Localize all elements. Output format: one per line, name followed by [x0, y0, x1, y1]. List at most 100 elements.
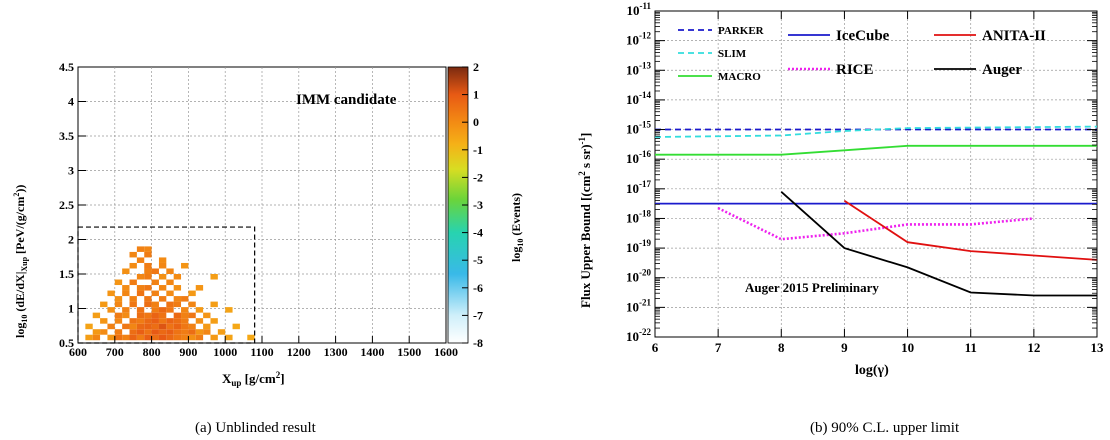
heatmap-x-axis-label: Xup [g/cm2] [222, 370, 285, 388]
heatmap-y-axis-label: log10 (dE/dX|Xup [PeV/(g/cm2)) [12, 185, 29, 338]
heatmap-cell [114, 296, 123, 302]
heatmap-cell [151, 307, 159, 313]
heatmap-cell [203, 329, 211, 335]
heatmap-cell [122, 334, 130, 341]
heatmap-cell [122, 285, 130, 291]
colorbar-tick-label: -5 [473, 253, 483, 267]
heatmap-x-tick-label: 1400 [360, 345, 384, 359]
heatmap-cell [195, 285, 204, 291]
heatmap-cell [158, 274, 167, 280]
heatmap-cell [158, 307, 167, 313]
heatmap-cell [181, 312, 189, 319]
flux-axis-ticks: 6 7 8 9 10 11 12 13 10-22 10-21 10-20 10-19 10-18 10-… [626, 1, 1104, 355]
heatmap-x-tick-label: 700 [106, 345, 124, 359]
heatmap-cell [129, 318, 137, 324]
heatmap-cell [129, 262, 137, 269]
series-line-slim [654, 125, 1098, 138]
heatmap-panel: 600 700 800 900 1000 1100 1200 1300 1400 1500 1600… [12, 60, 525, 436]
flux-x-tick-label: 11 [965, 340, 977, 355]
heatmap-cell [92, 334, 101, 341]
heatmap-cell [122, 307, 130, 313]
heatmap-cell [144, 312, 152, 319]
flux-y-tick-label: 10-12 [626, 31, 651, 48]
series-line-anita-ii [843, 199, 1098, 261]
heatmap-cell [158, 296, 167, 302]
colorbar-tick-label: -2 [473, 170, 483, 184]
colorbar-tick-label: 1 [473, 88, 479, 102]
heatmap-cell [107, 334, 115, 341]
heatmap-cell [114, 279, 123, 286]
heatmap-cell [181, 323, 189, 330]
legend-label-rice: RICE [836, 62, 874, 78]
flux-x-tick-label: 7 [715, 340, 722, 355]
colorbar-tick-label: -7 [473, 308, 483, 322]
heatmap-cell [247, 334, 255, 341]
flux-y-axis-label: Flux Upper Bound [(cm2 s sr)-1] [577, 133, 593, 308]
heatmap-cell [144, 251, 152, 258]
heatmap-cell [122, 268, 130, 274]
heatmap-cell [100, 329, 108, 335]
heatmap-cell [166, 318, 174, 324]
heatmap-x-tick-label: 1300 [324, 345, 348, 359]
legend-label-slim: SLIM [718, 48, 747, 60]
series-line-macro [655, 144, 1097, 156]
flux-y-tick-label: 10-14 [626, 90, 651, 107]
heatmap-cell [107, 290, 115, 297]
flux-y-tick-label: 10-16 [626, 149, 651, 166]
heatmap-cell [129, 323, 137, 330]
heatmap-cell [144, 329, 152, 335]
heatmap-cell [166, 290, 174, 297]
left-caption: (a) Unblinded result [195, 420, 317, 436]
flux-y-tick-label: 10-20 [626, 268, 651, 285]
flux-y-tick-label: 10-11 [626, 1, 651, 18]
heatmap-cell [210, 274, 218, 280]
heatmap-cell [144, 301, 152, 308]
heatmap-y-tick-label: 3.5 [59, 129, 74, 143]
series-line-rice [717, 206, 1035, 241]
flux-limit-panel: 6 7 8 9 10 11 12 13 10-22 10-21 10-20 10-19 10-18 10-… [577, 1, 1104, 436]
heatmap-x-tick-label: 800 [143, 345, 161, 359]
heatmap-axis-ticks: 600 700 800 900 1000 1100 1200 1300 1400 1500 1600… [59, 60, 458, 359]
heatmap-cell [144, 268, 152, 274]
colorbar-tick-label: 2 [473, 60, 479, 74]
heatmap-x-tick-label: 1000 [213, 345, 237, 359]
colorbar-tick-label: 0 [473, 115, 479, 129]
heatmap-y-tick-label: 0.5 [59, 336, 74, 350]
heatmap-cells [85, 246, 255, 341]
heatmap-cell [158, 329, 167, 335]
heatmap-cell [166, 301, 174, 308]
heatmap-x-tick-label: 1500 [397, 345, 421, 359]
heatmap-cell [166, 268, 174, 274]
heatmap-x-tick-label: 1200 [287, 345, 311, 359]
heatmap-cell [136, 257, 145, 263]
heatmap-cell [166, 334, 174, 341]
heatmap-cell [158, 334, 167, 341]
colorbar-tick-label: -4 [473, 226, 483, 240]
heatmap-cell [173, 296, 182, 302]
heatmap-cell [136, 274, 145, 280]
legend-label-anita-ii: ANITA-II [982, 28, 1046, 44]
heatmap-cell [158, 262, 167, 269]
heatmap-cell [85, 323, 93, 330]
colorbar-tick-label: -6 [473, 281, 483, 295]
heatmap-cell [122, 312, 130, 319]
heatmap-cell [144, 274, 152, 280]
flux-x-tick-label: 8 [778, 340, 785, 355]
flux-x-axis-label: log(γ) [855, 363, 889, 378]
heatmap-y-tick-label: 2.5 [59, 198, 74, 212]
heatmap-cell [114, 312, 123, 319]
heatmap-cell [114, 318, 123, 324]
heatmap-cell [144, 246, 152, 252]
heatmap-cell [181, 262, 189, 269]
flux-y-tick-label: 10-19 [626, 238, 651, 255]
heatmap-cell [129, 279, 137, 286]
heatmap-cell [85, 334, 93, 341]
heatmap-cell [151, 312, 159, 319]
flux-x-tick-label: 10 [901, 340, 914, 355]
heatmap-cell [166, 279, 174, 286]
heatmap-x-tick-label: 1600 [434, 345, 458, 359]
heatmap-cell [195, 329, 204, 335]
heatmap-cell [210, 334, 218, 341]
heatmap-cell [129, 334, 137, 341]
